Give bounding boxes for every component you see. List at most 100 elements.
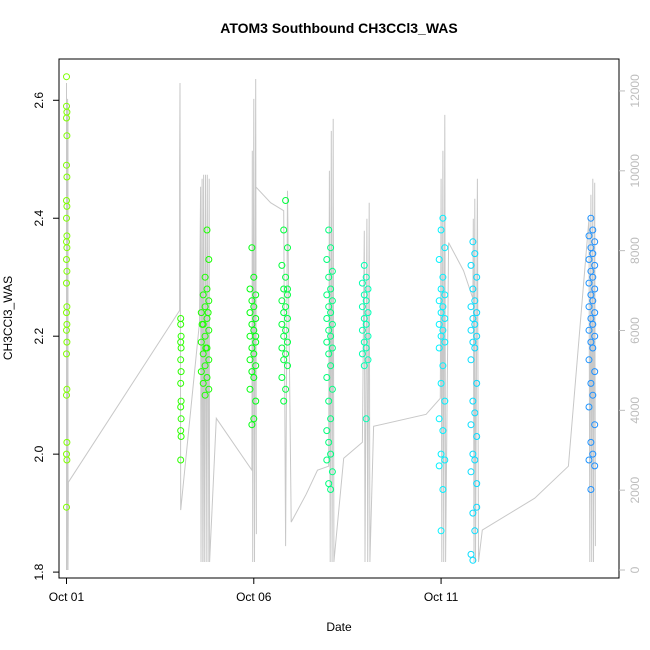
data-point bbox=[280, 309, 288, 317]
data-point bbox=[201, 362, 209, 370]
data-point bbox=[360, 261, 368, 269]
data-point bbox=[467, 356, 475, 364]
data-point bbox=[471, 344, 479, 352]
data-point bbox=[63, 256, 70, 263]
data-point bbox=[325, 397, 333, 405]
data-point bbox=[63, 214, 70, 222]
data-point bbox=[205, 356, 213, 364]
data-point bbox=[473, 309, 481, 317]
y-tick-label: 2.2 bbox=[32, 328, 46, 345]
x-tick-label: Oct 11 bbox=[424, 590, 459, 604]
y-tick-label: 2.0 bbox=[32, 445, 46, 462]
data-point bbox=[282, 197, 290, 204]
data-point bbox=[328, 320, 336, 328]
data-point bbox=[205, 297, 213, 305]
data-point bbox=[203, 226, 211, 234]
data-point bbox=[177, 332, 185, 340]
data-point bbox=[591, 368, 599, 376]
data-point bbox=[587, 379, 595, 387]
y-axis-right: 0 2000 4000 6000 8000 10000 12000 bbox=[619, 74, 642, 573]
data-point bbox=[198, 320, 206, 328]
data-point bbox=[591, 285, 599, 293]
data-point bbox=[280, 285, 288, 293]
data-point bbox=[199, 350, 207, 358]
data-point bbox=[362, 273, 370, 281]
data-point bbox=[280, 332, 288, 340]
data-point bbox=[585, 356, 593, 364]
data-point bbox=[203, 374, 211, 381]
data-point bbox=[63, 391, 70, 399]
data-point bbox=[63, 114, 70, 122]
x-axis: Oct 01 Oct 06 Oct 11 bbox=[49, 578, 459, 604]
data-point bbox=[435, 415, 443, 423]
data-point bbox=[323, 256, 331, 263]
data-point bbox=[591, 261, 599, 269]
data-point bbox=[437, 332, 445, 340]
data-point bbox=[323, 374, 331, 381]
data-point bbox=[323, 315, 331, 322]
y-tick-label: 2.6 bbox=[32, 92, 46, 109]
data-point bbox=[327, 362, 335, 370]
data-point bbox=[364, 309, 372, 317]
data-point bbox=[437, 379, 445, 387]
data-point bbox=[325, 350, 333, 358]
data-point bbox=[327, 285, 335, 293]
data-point bbox=[360, 362, 368, 370]
data-point bbox=[63, 309, 70, 317]
data-point bbox=[589, 391, 597, 399]
data-point bbox=[252, 332, 260, 340]
data-point bbox=[63, 326, 70, 334]
data-point bbox=[439, 486, 447, 493]
data-point bbox=[358, 326, 366, 334]
data-point bbox=[284, 338, 291, 346]
data-point bbox=[439, 273, 447, 281]
data-point bbox=[439, 214, 447, 222]
data-point bbox=[63, 202, 71, 210]
data-point bbox=[439, 362, 447, 370]
y-tick-label: 2.4 bbox=[32, 210, 46, 227]
data-point bbox=[591, 421, 599, 429]
data-point bbox=[585, 326, 593, 334]
data-point bbox=[437, 450, 445, 458]
data-point bbox=[469, 238, 477, 246]
data-point bbox=[364, 332, 372, 340]
data-point bbox=[467, 261, 475, 269]
data-point bbox=[328, 468, 336, 476]
data-point bbox=[435, 462, 443, 470]
data-point bbox=[63, 73, 70, 81]
y-axis-left: 1.8 2.0 2.2 2.4 2.6 bbox=[32, 92, 59, 580]
data-point bbox=[473, 273, 481, 281]
data-point bbox=[248, 244, 256, 252]
data-point bbox=[284, 285, 291, 293]
data-point bbox=[177, 344, 185, 352]
data-point bbox=[358, 303, 366, 311]
y2-tick-label: 10000 bbox=[628, 154, 642, 188]
data-point bbox=[246, 285, 254, 293]
data-point bbox=[248, 421, 256, 429]
data-point bbox=[177, 368, 185, 376]
data-point bbox=[467, 326, 475, 334]
y-tick-label: 1.8 bbox=[32, 563, 46, 580]
data-point bbox=[177, 433, 185, 440]
data-point bbox=[362, 320, 370, 328]
data-point bbox=[325, 438, 333, 446]
data-point bbox=[63, 338, 71, 346]
y2-tick-label: 4000 bbox=[628, 397, 642, 424]
data-point bbox=[246, 309, 254, 317]
data-point bbox=[471, 297, 479, 305]
data-point bbox=[201, 391, 209, 399]
data-point bbox=[204, 309, 212, 317]
data-point bbox=[585, 403, 593, 411]
data-point bbox=[467, 303, 475, 311]
data-point bbox=[441, 244, 449, 252]
data-point bbox=[177, 456, 185, 464]
data-point bbox=[585, 456, 593, 464]
data-point bbox=[364, 356, 372, 364]
data-point bbox=[471, 409, 479, 417]
data-point bbox=[327, 415, 335, 423]
data-point bbox=[437, 226, 445, 234]
data-point bbox=[63, 244, 71, 252]
data-point bbox=[585, 232, 593, 240]
data-point bbox=[197, 368, 205, 376]
